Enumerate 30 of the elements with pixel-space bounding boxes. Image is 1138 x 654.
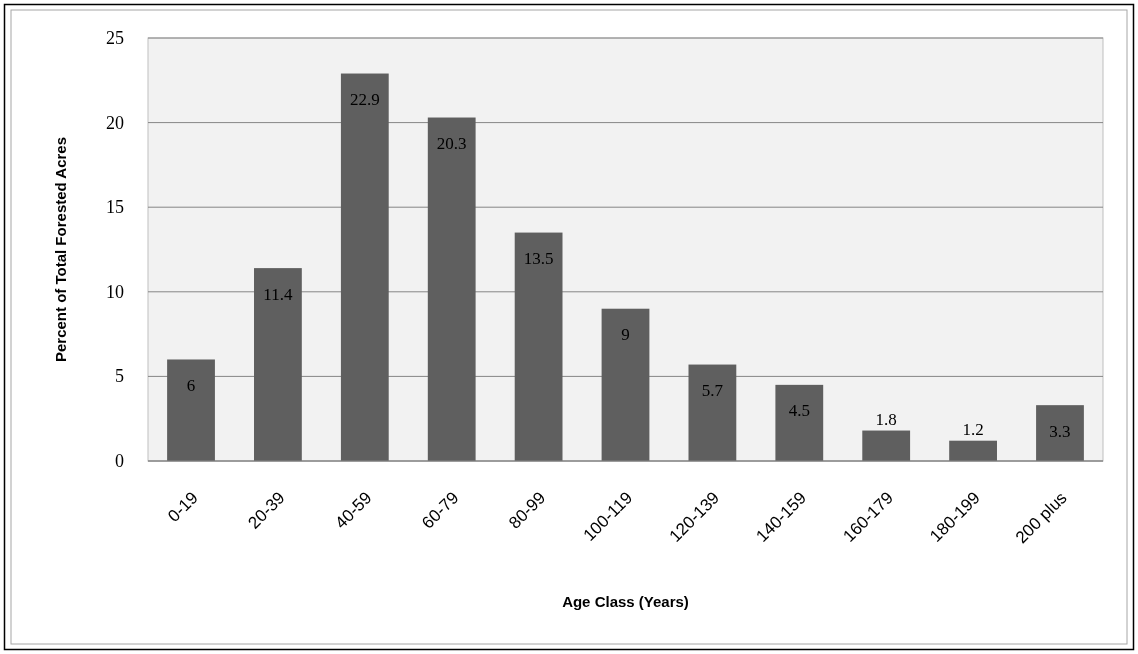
y-tick-label: 10	[106, 281, 124, 302]
data-label: 1.2	[962, 420, 984, 440]
y-tick-label: 25	[106, 28, 124, 48]
bar	[1036, 405, 1084, 461]
data-label: 20.3	[436, 134, 467, 154]
bar	[775, 384, 824, 461]
y-axis-title: Percent of Total Forested Acres	[52, 136, 69, 363]
bar	[862, 430, 911, 461]
data-label: 4.5	[788, 401, 810, 421]
y-tick-label: 15	[106, 197, 124, 218]
y-tick-label: 0	[115, 451, 124, 471]
bar	[688, 364, 737, 461]
data-label: 13.5	[523, 249, 554, 269]
x-axis-title: Age Class (Years)	[562, 593, 689, 610]
bar	[949, 440, 997, 461]
bar	[427, 117, 476, 461]
data-label: 11.4	[263, 284, 293, 304]
bar	[340, 73, 389, 461]
bar	[601, 308, 650, 461]
data-label: 22.9	[349, 90, 380, 110]
data-label: 5.7	[701, 381, 724, 401]
data-label: 1.8	[875, 410, 897, 430]
bar	[167, 359, 215, 461]
data-label: 9	[621, 325, 630, 345]
bar	[514, 232, 563, 461]
y-tick-label: 5	[115, 366, 124, 387]
y-tick-label: 20	[106, 112, 124, 133]
data-label: 6	[186, 375, 196, 395]
bar	[254, 268, 302, 461]
data-label: 3.3	[1049, 421, 1071, 441]
